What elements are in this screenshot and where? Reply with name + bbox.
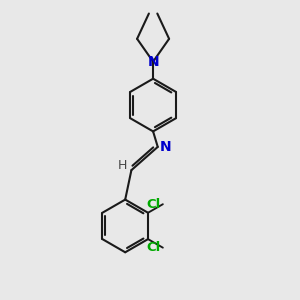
Text: N: N xyxy=(147,55,159,69)
Text: H: H xyxy=(118,159,128,172)
Text: N: N xyxy=(159,140,171,154)
Text: Cl: Cl xyxy=(146,198,160,211)
Text: Cl: Cl xyxy=(146,241,160,254)
